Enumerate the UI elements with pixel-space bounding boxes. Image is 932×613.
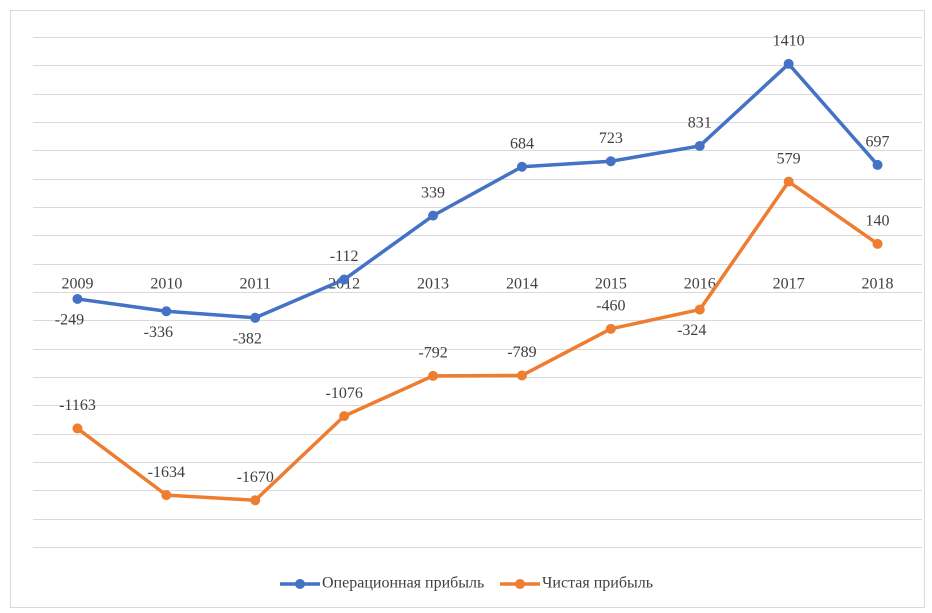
- point: [72, 423, 83, 434]
- x-tick-label: 2013: [417, 275, 449, 292]
- data-label: -324: [677, 322, 706, 339]
- point: [250, 495, 261, 506]
- point: [428, 210, 439, 221]
- data-label: -1163: [59, 397, 96, 414]
- point: [694, 304, 705, 315]
- point: [161, 306, 172, 317]
- data-label: -1076: [325, 385, 362, 402]
- data-label: -112: [330, 248, 359, 265]
- data-label: 140: [866, 213, 890, 230]
- point: [72, 293, 83, 304]
- data-label: -789: [507, 344, 536, 361]
- point: [872, 238, 883, 249]
- point: [605, 156, 616, 167]
- x-tick-label: 2017: [773, 275, 805, 292]
- data-label: 831: [688, 115, 712, 132]
- data-label: -792: [418, 345, 447, 362]
- x-tick-label: 2011: [240, 275, 271, 292]
- legend-label: Операционная прибыль: [322, 575, 484, 592]
- data-label: 579: [777, 150, 801, 167]
- data-label: 723: [599, 130, 623, 147]
- point: [250, 312, 261, 323]
- data-label: -382: [233, 330, 262, 347]
- x-tick-label: 2015: [595, 275, 627, 292]
- legend-label: Чистая прибыль: [542, 575, 653, 592]
- series-line: [77, 62, 879, 320]
- x-tick-label: 2014: [506, 275, 538, 292]
- point: [428, 370, 439, 381]
- data-label: -249: [55, 312, 84, 329]
- point: [605, 323, 616, 334]
- point: [872, 159, 883, 170]
- legend-marker: [515, 579, 525, 589]
- data-label: 697: [866, 134, 890, 151]
- data-label: 684: [510, 135, 534, 152]
- point: [161, 490, 172, 501]
- point: [339, 274, 350, 285]
- data-label: -1634: [148, 464, 185, 481]
- point: [694, 140, 705, 151]
- x-tick-label: 2016: [684, 275, 716, 292]
- data-label: 339: [421, 184, 445, 201]
- point: [339, 411, 350, 422]
- data-label: -336: [144, 324, 173, 341]
- x-tick-label: 2018: [862, 275, 894, 292]
- legend-marker: [295, 579, 305, 589]
- point: [516, 370, 527, 381]
- data-label: 1410: [773, 33, 805, 50]
- x-tick-label: 2009: [61, 275, 93, 292]
- series-line: [76, 179, 879, 502]
- point: [783, 176, 794, 187]
- point: [516, 161, 527, 172]
- x-tick-label: 2010: [150, 275, 182, 292]
- data-label: -460: [596, 298, 625, 315]
- data-label: -1670: [237, 469, 274, 486]
- point: [783, 58, 794, 69]
